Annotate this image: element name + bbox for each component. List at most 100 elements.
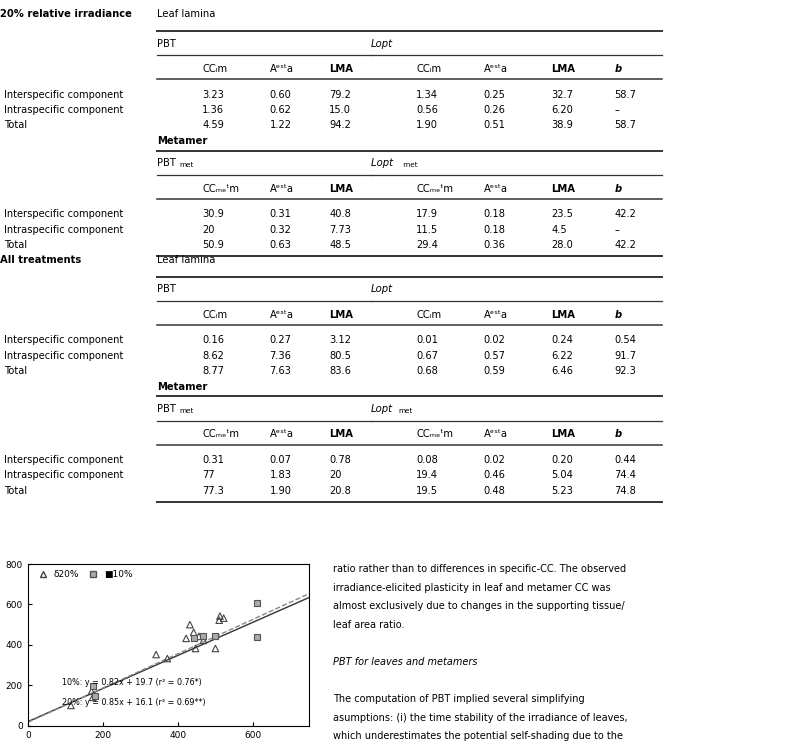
Point (217, 612, 230, 624)
Text: 7.73: 7.73 (329, 225, 351, 235)
Text: 0.18: 0.18 (484, 225, 506, 235)
Text: 11.5: 11.5 (416, 225, 439, 235)
Text: Interspecific component: Interspecific component (4, 335, 123, 345)
Text: 38.9: 38.9 (551, 120, 573, 130)
Text: 0.08: 0.08 (416, 455, 439, 465)
Text: 6.22: 6.22 (551, 350, 573, 361)
Text: 0.68: 0.68 (416, 366, 439, 376)
Text: Lopt: Lopt (371, 158, 396, 168)
Text: CCₘₑᵗm: CCₘₑᵗm (202, 183, 239, 193)
Point (193, 630, 205, 642)
Point (150, 648, 163, 660)
Text: 80.5: 80.5 (329, 350, 351, 361)
Text: Metamer: Metamer (157, 136, 208, 146)
Text: 42.2: 42.2 (615, 209, 637, 220)
Text: 0.36: 0.36 (484, 240, 506, 250)
Text: 0.32: 0.32 (270, 225, 292, 235)
Text: 77: 77 (202, 470, 215, 481)
Text: 7.36: 7.36 (270, 350, 292, 361)
Point (213, 614, 225, 626)
Point (64, 699, 77, 711)
Text: LMA: LMA (551, 183, 575, 193)
Text: 19.5: 19.5 (416, 486, 439, 496)
Text: 58.7: 58.7 (615, 120, 637, 130)
Text: 3.23: 3.23 (202, 89, 224, 100)
Text: Aᵉˢᵗa: Aᵉˢᵗa (270, 429, 293, 439)
Text: b: b (615, 64, 622, 74)
Text: 0.24: 0.24 (551, 335, 573, 345)
Text: 48.5: 48.5 (329, 240, 351, 250)
Text: Intraspecific component: Intraspecific component (4, 350, 124, 361)
Text: 20: 20 (329, 470, 342, 481)
Point (197, 635, 210, 647)
Text: 0.57: 0.57 (484, 350, 506, 361)
Text: CCₘₑᵗm: CCₘₑᵗm (416, 183, 454, 193)
Text: 30.9: 30.9 (202, 209, 224, 220)
Text: Interspecific component: Interspecific component (4, 89, 123, 100)
Point (161, 653, 174, 665)
Text: met: met (179, 408, 193, 414)
Text: 1.34: 1.34 (416, 89, 439, 100)
Text: 83.6: 83.6 (329, 366, 351, 376)
Text: 40.8: 40.8 (329, 209, 351, 220)
Text: Total: Total (4, 240, 27, 250)
Text: 0.51: 0.51 (484, 120, 506, 130)
Text: 8.62: 8.62 (202, 350, 224, 361)
Text: LMA: LMA (329, 310, 353, 320)
Text: 0.31: 0.31 (270, 209, 292, 220)
Text: 1.22: 1.22 (270, 120, 292, 130)
Text: met: met (398, 408, 412, 414)
Text: met: met (401, 162, 418, 168)
Text: Interspecific component: Interspecific component (4, 209, 123, 220)
Text: Leaf lamina: Leaf lamina (157, 9, 216, 19)
Text: 0.54: 0.54 (615, 335, 637, 345)
Text: 0.78: 0.78 (329, 455, 351, 465)
Text: leaf area ratio.: leaf area ratio. (333, 620, 404, 629)
Text: 0.56: 0.56 (416, 105, 439, 115)
Text: 20%: y = 0.85x + 16.1 (r² = 0.69**): 20%: y = 0.85x + 16.1 (r² = 0.69**) (62, 698, 205, 707)
Text: LMA: LMA (329, 183, 353, 193)
Point (197, 630, 210, 642)
Text: Total: Total (4, 486, 27, 496)
Text: asumptions: (i) the time stability of the irradiance of leaves,: asumptions: (i) the time stability of th… (333, 713, 628, 723)
Text: 0.07: 0.07 (270, 455, 292, 465)
Text: CCₗm: CCₗm (416, 310, 442, 320)
Text: 28.0: 28.0 (551, 240, 573, 250)
Text: Lopt: Lopt (371, 284, 393, 294)
Text: Aᵉˢᵗa: Aᵉˢᵗa (270, 183, 293, 193)
Text: 0.01: 0.01 (416, 335, 439, 345)
Text: CCₘₑᵗm: CCₘₑᵗm (202, 429, 239, 439)
Point (209, 642, 222, 654)
Point (209, 630, 222, 642)
Text: 1.36: 1.36 (202, 105, 224, 115)
Point (183, 619, 196, 631)
Text: PBT for leaves and metamers: PBT for leaves and metamers (333, 657, 477, 667)
Text: b: b (615, 183, 622, 193)
Text: 74.8: 74.8 (615, 486, 637, 496)
Text: 7.63: 7.63 (270, 366, 292, 376)
Text: All treatments: All treatments (0, 255, 81, 265)
Text: 20: 20 (202, 225, 215, 235)
Text: CCₗm: CCₗm (202, 64, 228, 74)
Text: Aᵉˢᵗa: Aᵉˢᵗa (484, 64, 508, 74)
Text: LMA: LMA (551, 64, 575, 74)
Text: 92.3: 92.3 (615, 366, 637, 376)
Text: 0.62: 0.62 (270, 105, 292, 115)
Text: 0.48: 0.48 (484, 486, 506, 496)
Text: 77.3: 77.3 (202, 486, 224, 496)
Text: 0.16: 0.16 (202, 335, 224, 345)
Point (190, 642, 202, 654)
Text: PBT: PBT (157, 158, 176, 168)
Text: 23.5: 23.5 (551, 209, 573, 220)
Text: b: b (615, 429, 622, 439)
Text: 20% relative irradiance: 20% relative irradiance (0, 9, 132, 19)
Text: 32.7: 32.7 (551, 89, 573, 100)
Text: Intraspecific component: Intraspecific component (4, 225, 124, 235)
Text: 0.31: 0.31 (202, 455, 224, 465)
Text: 0.26: 0.26 (484, 105, 506, 115)
Text: 0.63: 0.63 (270, 240, 292, 250)
Text: 4.5: 4.5 (551, 225, 567, 235)
Text: 10%: y = 0.82x + 19.7 (r² = 0.76*): 10%: y = 0.82x + 19.7 (r² = 0.76*) (62, 678, 201, 687)
Point (251, 632, 264, 644)
Text: b: b (615, 310, 622, 320)
